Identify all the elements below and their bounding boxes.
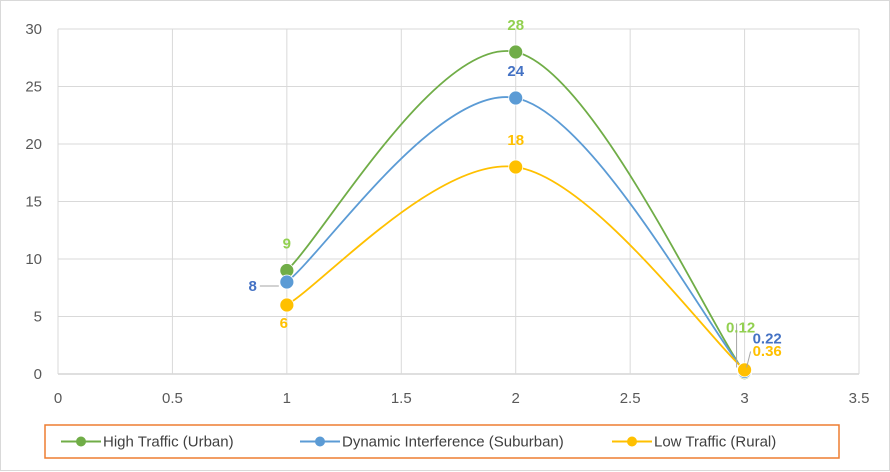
legend-box	[44, 424, 840, 459]
data-point	[508, 44, 524, 60]
x-tick-label: 1	[283, 390, 291, 407]
legend-marker	[315, 436, 325, 447]
legend-item-high-traffic: High Traffic (Urban)	[103, 434, 234, 451]
data-label: 0.36	[753, 343, 782, 360]
data-point	[737, 362, 752, 378]
data-point	[508, 90, 524, 106]
x-tick-label: 2	[512, 390, 520, 407]
y-tick-label: 20	[25, 136, 42, 153]
legend-item-low-traffic: Low Traffic (Rural)	[654, 434, 776, 451]
y-tick-label: 5	[34, 309, 42, 326]
x-tick-label: 1.5	[391, 390, 412, 407]
data-label: 0.22	[753, 330, 782, 347]
leader-line	[746, 351, 752, 368]
legend-marker	[627, 436, 637, 447]
y-tick-label: 10	[25, 251, 42, 268]
data-label: 18	[507, 132, 524, 149]
data-label: 8	[249, 278, 257, 295]
data-label: 28	[507, 17, 524, 34]
x-tick-label: 0	[54, 390, 62, 407]
y-tick-label: 25	[25, 79, 42, 96]
y-tick-label: 0	[34, 366, 42, 383]
data-point	[508, 159, 524, 175]
legend-item-dynamic-interference: Dynamic Interference (Suburban)	[342, 434, 564, 451]
y-tick-label: 30	[25, 21, 42, 38]
data-point	[279, 274, 295, 290]
x-tick-label: 0.5	[162, 390, 183, 407]
data-label: 9	[283, 236, 291, 253]
x-tick-label: 3	[740, 390, 748, 407]
data-label: 0.12	[726, 320, 755, 337]
x-tick-label: 2.5	[620, 390, 641, 407]
x-tick-label: 3.5	[849, 390, 870, 407]
data-label: 24	[507, 63, 524, 80]
data-point	[279, 297, 295, 313]
data-label: 6	[280, 315, 288, 332]
legend-marker	[76, 436, 86, 447]
y-tick-label: 15	[25, 194, 42, 211]
